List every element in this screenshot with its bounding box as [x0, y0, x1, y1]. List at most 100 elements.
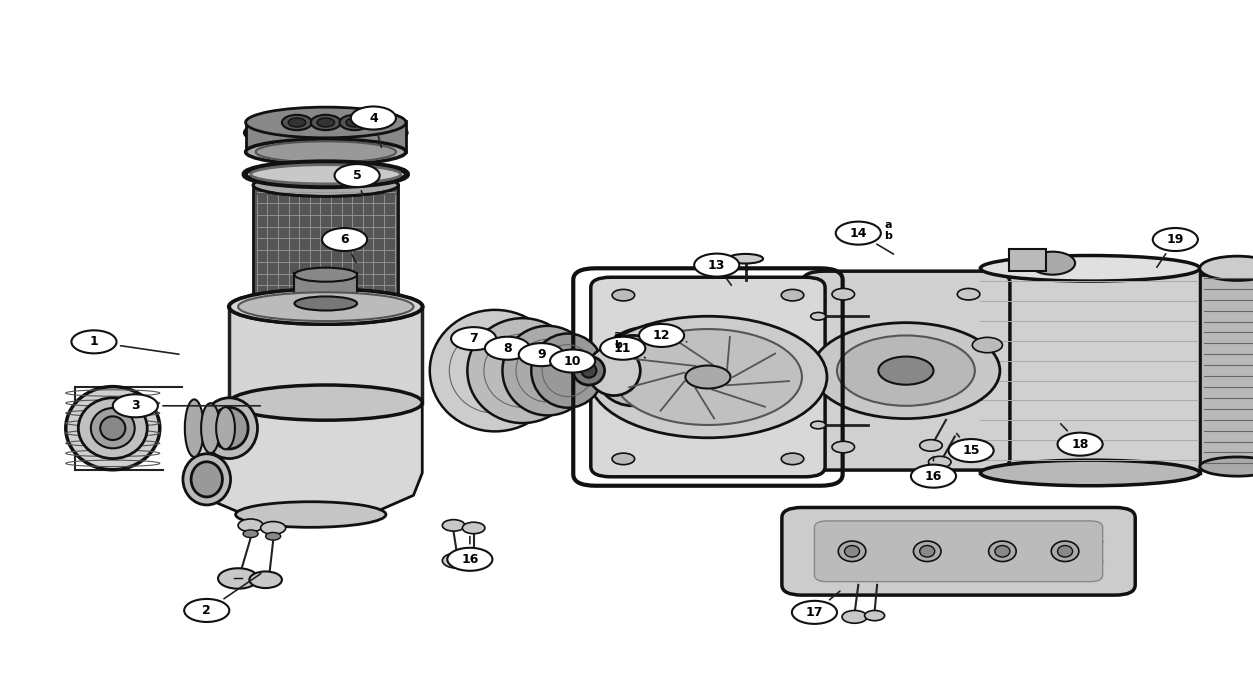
Circle shape — [266, 532, 281, 540]
Text: 9: 9 — [538, 348, 545, 361]
Circle shape — [550, 350, 595, 373]
Circle shape — [451, 327, 496, 350]
Circle shape — [311, 115, 341, 130]
Ellipse shape — [192, 462, 223, 497]
Bar — [229, 306, 422, 403]
Ellipse shape — [728, 254, 763, 263]
Circle shape — [837, 335, 975, 406]
Circle shape — [832, 289, 855, 300]
Circle shape — [842, 610, 867, 623]
Text: 12: 12 — [653, 329, 670, 342]
Ellipse shape — [1200, 457, 1253, 476]
Circle shape — [972, 337, 1002, 353]
Circle shape — [811, 421, 826, 429]
Circle shape — [920, 440, 942, 451]
Ellipse shape — [980, 256, 1200, 281]
Circle shape — [485, 337, 530, 360]
Ellipse shape — [66, 386, 160, 470]
Circle shape — [812, 323, 1000, 419]
Circle shape — [519, 343, 564, 366]
Ellipse shape — [588, 345, 640, 395]
Text: 10: 10 — [564, 354, 581, 367]
Circle shape — [340, 115, 370, 130]
Circle shape — [611, 453, 635, 464]
Ellipse shape — [1051, 541, 1079, 562]
Ellipse shape — [200, 398, 258, 458]
Text: 5: 5 — [353, 169, 361, 182]
Ellipse shape — [531, 334, 604, 408]
Circle shape — [249, 571, 282, 588]
Ellipse shape — [246, 139, 406, 165]
FancyBboxPatch shape — [802, 271, 1010, 470]
Ellipse shape — [294, 296, 357, 311]
Circle shape — [694, 254, 739, 276]
Ellipse shape — [581, 364, 596, 378]
Ellipse shape — [229, 385, 422, 420]
Text: Parts for Pump Models: SP2310X15XE, SP2315X20XE: Parts for Pump Models: SP2310X15XE, SP23… — [13, 13, 524, 31]
Ellipse shape — [100, 417, 125, 440]
Ellipse shape — [256, 142, 396, 163]
Bar — [1009, 249, 1046, 272]
Text: b: b — [614, 340, 621, 350]
Ellipse shape — [236, 502, 386, 527]
Circle shape — [600, 337, 645, 360]
Circle shape — [113, 394, 158, 417]
Circle shape — [1058, 433, 1103, 456]
Text: a: a — [614, 330, 621, 341]
Circle shape — [957, 289, 980, 300]
Ellipse shape — [229, 289, 422, 324]
Text: a: a — [885, 220, 892, 230]
Circle shape — [442, 553, 472, 568]
Circle shape — [1030, 252, 1075, 275]
Text: 3: 3 — [132, 399, 139, 412]
Circle shape — [464, 555, 486, 567]
Circle shape — [184, 599, 229, 622]
Circle shape — [911, 464, 956, 488]
Ellipse shape — [920, 546, 935, 557]
Ellipse shape — [229, 289, 424, 324]
Ellipse shape — [91, 408, 135, 448]
Circle shape — [611, 289, 635, 301]
Ellipse shape — [1200, 256, 1253, 280]
Ellipse shape — [238, 292, 413, 321]
Ellipse shape — [78, 398, 148, 458]
Circle shape — [335, 164, 380, 187]
FancyBboxPatch shape — [590, 277, 824, 477]
Bar — [1200, 275, 1253, 466]
Text: 4: 4 — [370, 111, 377, 124]
Circle shape — [832, 441, 855, 453]
Bar — [246, 121, 406, 152]
FancyBboxPatch shape — [782, 508, 1135, 595]
Circle shape — [238, 519, 263, 531]
FancyBboxPatch shape — [814, 521, 1103, 581]
Circle shape — [322, 228, 367, 251]
Bar — [253, 185, 398, 304]
Circle shape — [792, 601, 837, 624]
Text: 1: 1 — [90, 335, 98, 348]
Ellipse shape — [253, 174, 398, 196]
Ellipse shape — [200, 404, 221, 453]
Text: 19: 19 — [1167, 233, 1184, 246]
Text: 16: 16 — [925, 470, 942, 483]
Circle shape — [614, 329, 802, 425]
Polygon shape — [194, 403, 422, 521]
Ellipse shape — [574, 356, 605, 385]
Circle shape — [317, 118, 335, 127]
Text: 6: 6 — [341, 233, 348, 246]
Circle shape — [865, 610, 885, 620]
Text: 8: 8 — [504, 342, 511, 355]
Circle shape — [782, 289, 804, 301]
Ellipse shape — [599, 328, 693, 414]
Text: 13: 13 — [708, 259, 725, 272]
Circle shape — [218, 568, 258, 589]
Text: 17: 17 — [806, 606, 823, 619]
Circle shape — [811, 313, 826, 320]
Circle shape — [928, 456, 951, 468]
Ellipse shape — [845, 546, 860, 557]
Ellipse shape — [980, 460, 1200, 486]
Circle shape — [346, 118, 363, 127]
Circle shape — [1153, 228, 1198, 251]
Ellipse shape — [995, 546, 1010, 557]
Ellipse shape — [185, 399, 203, 457]
Circle shape — [351, 107, 396, 129]
